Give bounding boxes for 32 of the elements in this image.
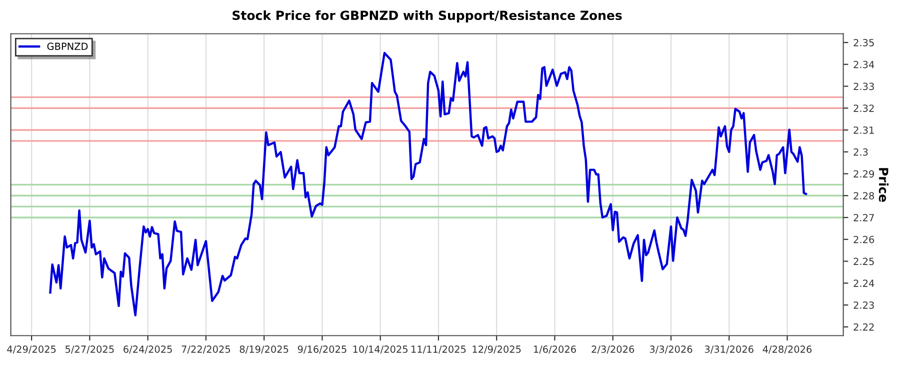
- x-tick-label: 10/14/2025: [353, 346, 408, 354]
- y-tick-label: 2.24: [854, 280, 874, 287]
- y-tick-label: 2.31: [854, 126, 874, 134]
- y-tick-label: 2.29: [854, 170, 874, 178]
- y-tick-label: 2.26: [854, 236, 874, 244]
- y-tick-label: 2.34: [854, 60, 874, 68]
- y-tick-label: 2.3: [854, 148, 868, 156]
- chart-title: Stock Price for GBPNZD with Support/Resistance Zones: [232, 10, 622, 22]
- legend-label: GBPNZD: [47, 42, 88, 50]
- y-tick-label: 2.33: [854, 82, 874, 90]
- y-tick-label: 2.27: [854, 214, 874, 222]
- x-tick-label: 4/29/2025: [7, 346, 56, 354]
- x-tick-label: 1/6/2026: [534, 346, 576, 354]
- x-tick-label: 8/19/2025: [240, 346, 288, 354]
- y-tick-label: 2.23: [854, 301, 874, 309]
- line-series: [49, 52, 808, 316]
- y-axis-title: Price: [878, 168, 889, 202]
- x-tick-label: 5/27/2025: [66, 346, 114, 354]
- x-tick-label: 4/28/2026: [762, 346, 812, 354]
- x-tick-label: 11/11/2025: [412, 346, 466, 354]
- x-tick-label: 3/31/2026: [704, 346, 754, 354]
- y-tick-label: 2.35: [854, 38, 874, 46]
- x-tick-label: 7/22/2025: [182, 346, 230, 354]
- x-tick-label: 2/3/2026: [592, 346, 634, 354]
- y-tick-label: 2.25: [854, 258, 874, 266]
- y-tick-label: 2.32: [854, 104, 874, 112]
- x-tick-label: 6/24/2025: [124, 346, 172, 354]
- y-tick-label: 2.28: [854, 192, 874, 200]
- x-tick-label: 9/16/2025: [298, 346, 346, 354]
- x-tick-label: 3/3/2026: [650, 346, 692, 354]
- y-tick-label: 2.22: [854, 323, 874, 331]
- x-tick-label: 12/9/2025: [472, 346, 521, 354]
